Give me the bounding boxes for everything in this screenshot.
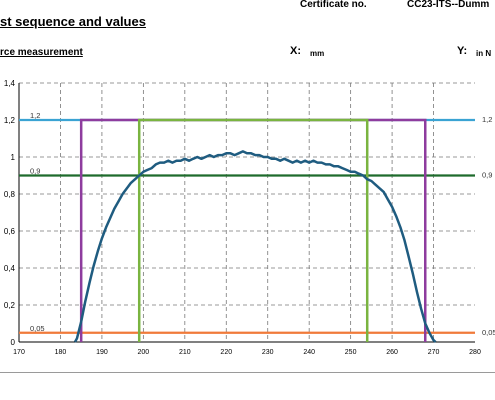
x-axis-label: X:: [290, 45, 301, 57]
x-tick-label: 190: [96, 349, 108, 356]
certificate-number: CC23-ITS--Dumm: [407, 0, 490, 10]
force-curve: [73, 150, 437, 343]
reference-label-right: 1,2: [482, 115, 492, 124]
force-chart: 0 0,2 0,4 0,6 0,8 1 1,2 1,4 170 180 190 200 210 220 23…: [4, 79, 495, 356]
y-axis-unit: in N: [476, 49, 492, 58]
y-tick-label: 0,6: [4, 227, 16, 236]
reference-label-left: 0,05: [30, 324, 45, 333]
y-tick-label: 1,4: [4, 79, 16, 88]
certificate-label: Certificate no.: [300, 0, 367, 10]
y-tick-label: 0,2: [4, 301, 16, 310]
x-tick-label: 170: [13, 349, 25, 356]
reference-label-right: 0,9: [482, 171, 492, 180]
x-tick-label: 200: [138, 349, 150, 356]
y-tick-label: 1: [11, 153, 16, 162]
y-axis-label: Y:: [457, 45, 468, 57]
y-tick-label: 0,8: [4, 190, 16, 199]
x-tick-label: 280: [469, 349, 481, 356]
y-tick-label: 0,4: [4, 264, 16, 273]
x-tick-label: 220: [220, 349, 232, 356]
x-tick-label: 240: [303, 349, 315, 356]
reference-label-left: 1,2: [30, 111, 40, 120]
y-tick-label: 0: [11, 338, 16, 347]
section-title: st sequence and values: [0, 14, 146, 29]
chart-subtitle: rce measurement: [0, 47, 83, 58]
x-tick-label: 260: [386, 349, 398, 356]
reference-label-left: 0,9: [30, 167, 40, 176]
x-tick-label: 230: [262, 349, 274, 356]
x-tick-label: 270: [428, 349, 440, 356]
x-axis-unit: mm: [310, 49, 325, 58]
measurement-window: [137, 118, 369, 342]
x-tick-label: 180: [55, 349, 67, 356]
divider-line: [0, 372, 495, 373]
x-tick-label: 250: [345, 349, 357, 356]
x-tick-label: 210: [179, 349, 191, 356]
reference-label-right: 0,05: [482, 328, 495, 337]
y-tick-label: 1,2: [4, 116, 16, 125]
